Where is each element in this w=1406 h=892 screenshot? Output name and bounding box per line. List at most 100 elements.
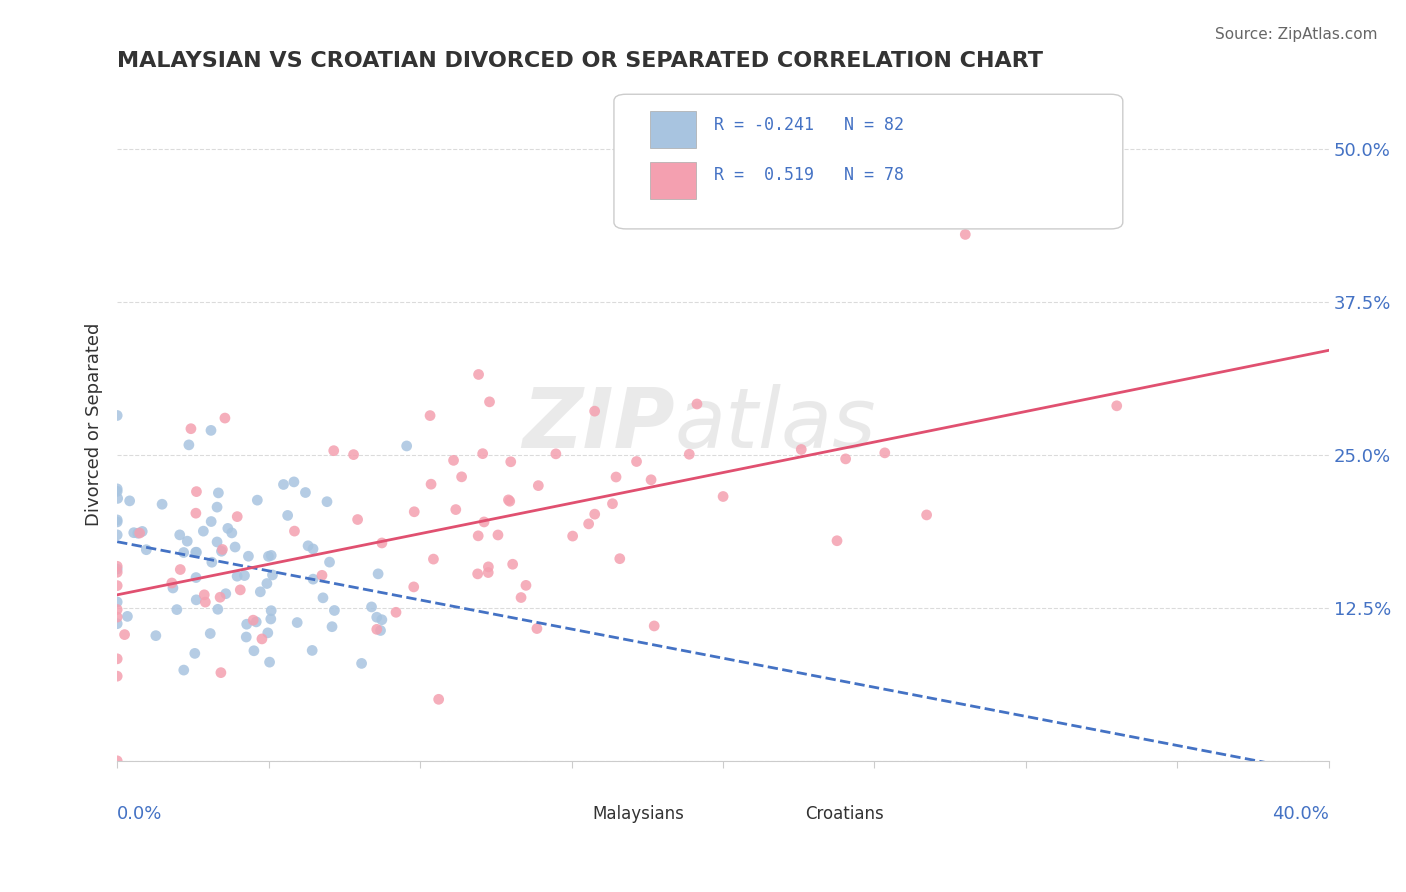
Point <box>117 609 139 624</box>
Point <box>834 451 856 466</box>
Point <box>221 525 243 540</box>
Point <box>207 486 229 500</box>
Point <box>245 615 267 629</box>
Point <box>233 568 256 582</box>
Point <box>257 549 280 564</box>
Point <box>105 528 128 542</box>
Point <box>472 515 495 529</box>
Point <box>402 580 425 594</box>
Point <box>427 692 450 706</box>
Point <box>262 568 284 582</box>
Point <box>350 657 373 671</box>
Point <box>114 627 136 641</box>
Point <box>226 569 249 583</box>
Point <box>105 409 128 423</box>
Point <box>561 529 583 543</box>
Point <box>678 447 700 461</box>
Point <box>105 602 128 616</box>
Text: 40.0%: 40.0% <box>1272 805 1329 822</box>
Point <box>105 595 128 609</box>
Point <box>250 632 273 646</box>
Point <box>118 494 141 508</box>
Point <box>605 470 627 484</box>
Point <box>217 521 239 535</box>
Point <box>316 494 339 508</box>
Bar <box>790 791 820 818</box>
Point <box>256 625 278 640</box>
Point <box>422 552 444 566</box>
Point <box>238 549 260 564</box>
Point <box>184 570 207 584</box>
Point <box>277 508 299 523</box>
Point <box>209 665 232 680</box>
Point <box>235 630 257 644</box>
Point <box>583 507 606 521</box>
Point <box>318 555 340 569</box>
Point <box>371 536 394 550</box>
Point <box>200 423 222 437</box>
Point <box>366 610 388 624</box>
Point <box>498 492 520 507</box>
Point <box>105 566 128 580</box>
Point <box>105 754 128 768</box>
Point <box>215 587 238 601</box>
Point <box>915 508 938 522</box>
Text: MALAYSIAN VS CROATIAN DIVORCED OR SEPARATED CORRELATION CHART: MALAYSIAN VS CROATIAN DIVORCED OR SEPARA… <box>117 51 1043 70</box>
Point <box>184 506 207 520</box>
Point <box>346 512 368 526</box>
Point <box>211 544 233 558</box>
Text: atlas: atlas <box>675 384 876 465</box>
Point <box>467 529 489 543</box>
Point <box>260 549 283 563</box>
Point <box>166 602 188 616</box>
Point <box>467 368 489 382</box>
Point <box>260 604 283 618</box>
Point <box>105 579 128 593</box>
Point <box>243 644 266 658</box>
Point <box>131 524 153 539</box>
Point <box>169 562 191 576</box>
Point <box>229 582 252 597</box>
Text: R = -0.241   N = 82: R = -0.241 N = 82 <box>714 116 904 134</box>
Point <box>235 617 257 632</box>
Point <box>526 622 548 636</box>
Point <box>135 542 157 557</box>
Point <box>105 669 128 683</box>
Point <box>366 623 388 637</box>
Point <box>242 613 264 627</box>
Point <box>1105 399 1128 413</box>
Point <box>443 453 465 467</box>
Point <box>444 502 467 516</box>
Point <box>790 442 813 457</box>
Point <box>825 533 848 548</box>
Point <box>214 411 236 425</box>
Point <box>321 620 343 634</box>
Point <box>609 551 631 566</box>
Point <box>122 525 145 540</box>
Point <box>194 595 217 609</box>
Point <box>256 576 278 591</box>
Point <box>297 539 319 553</box>
Point <box>294 485 316 500</box>
Point <box>105 610 128 624</box>
Y-axis label: Divorced or Separated: Divorced or Separated <box>86 323 103 526</box>
Point <box>395 439 418 453</box>
Point <box>477 559 499 574</box>
Point <box>105 484 128 499</box>
Point <box>360 599 382 614</box>
Point <box>105 559 128 574</box>
Point <box>200 626 222 640</box>
Point <box>176 534 198 549</box>
Point <box>173 663 195 677</box>
Point <box>209 591 232 605</box>
Point <box>177 438 200 452</box>
Point <box>450 470 472 484</box>
Point <box>105 652 128 666</box>
Point <box>226 509 249 524</box>
Point <box>249 584 271 599</box>
Bar <box>651 161 696 199</box>
Point <box>246 493 269 508</box>
Point <box>302 572 325 586</box>
Point <box>371 613 394 627</box>
Point <box>180 422 202 436</box>
